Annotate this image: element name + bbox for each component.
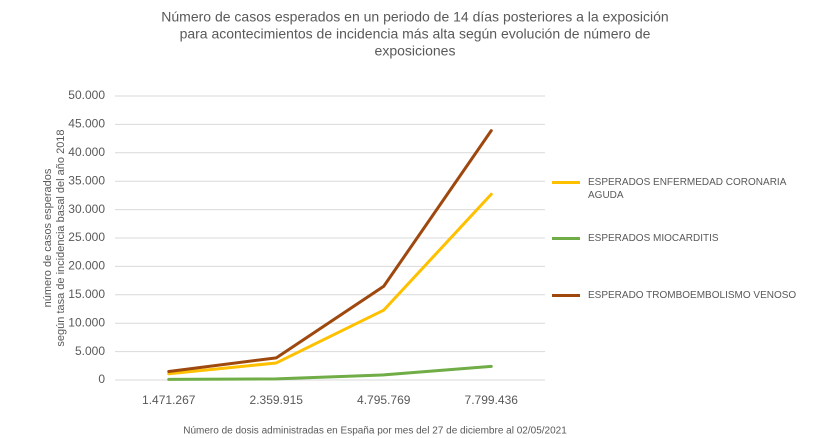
x-axis-label: Número de dosis administradas en España …	[183, 426, 567, 437]
legend-swatch	[552, 294, 580, 297]
legend-swatch	[552, 237, 580, 240]
y-tick-label: 15.000	[68, 287, 105, 301]
series-line	[167, 129, 493, 373]
y-tick-label: 45.000	[68, 117, 105, 131]
x-tick-label: 1.471.267	[142, 393, 196, 407]
chart-title: Número de casos esperados en un periodo …	[161, 9, 668, 25]
series-line	[167, 364, 493, 381]
y-tick-label: 50.000	[68, 88, 105, 102]
y-tick-label: 5.000	[75, 344, 105, 358]
legend-label: ESPERADOS ENFERMEDAD CORONARIA AGUDA	[588, 177, 786, 201]
y-tick-label: 30.000	[68, 202, 105, 216]
y-tick-label: 40.000	[68, 145, 105, 159]
y-tick-label: 35.000	[68, 173, 105, 187]
y-axis-label-line: según tasa de incidencia basal del año 2…	[55, 129, 67, 346]
y-tick-label: 0	[98, 372, 105, 386]
chart-title: exposiciones	[375, 43, 456, 59]
x-tick-label: 2.359.915	[250, 393, 304, 407]
chart-title: para acontecimientos de incidencia más a…	[180, 26, 651, 42]
legend-label: ESPERADOS MIOCARDITIS	[588, 233, 719, 244]
y-tick-label: 10.000	[68, 315, 105, 329]
y-axis-label: número de casos esperados según tasa de i…	[42, 129, 67, 346]
y-tick-label: 25.000	[68, 230, 105, 244]
legend-swatch	[552, 181, 580, 184]
y-tick-label: 20.000	[68, 259, 105, 273]
y-axis-label-line: número de casos esperados	[42, 168, 54, 307]
x-tick-label: 7.799.436	[465, 393, 519, 407]
series-line	[167, 192, 493, 376]
legend-label: ESPERADO TROMBOEMBOLISMO VENOSO	[588, 290, 797, 301]
x-tick-label: 4.795.769	[357, 393, 411, 407]
